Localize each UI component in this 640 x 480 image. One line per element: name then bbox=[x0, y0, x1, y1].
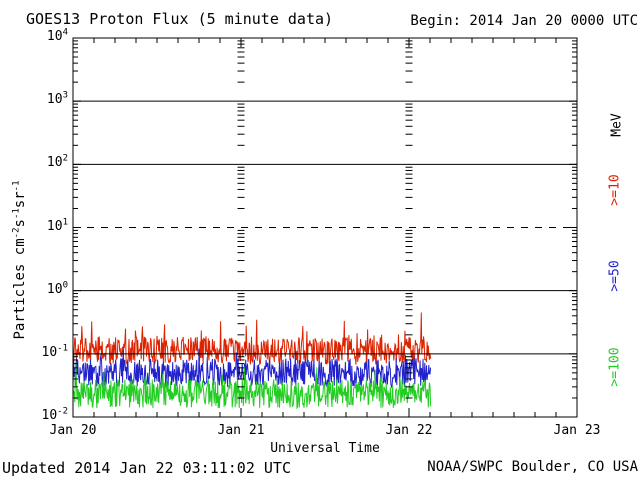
x-axis-label: Universal Time bbox=[270, 441, 380, 456]
plot-frame bbox=[72, 37, 578, 418]
grid-and-axes bbox=[73, 38, 577, 417]
x-tick-label: Jan 23 bbox=[553, 423, 601, 438]
flux-trace-gege10 bbox=[72, 312, 432, 366]
legend-entry-label: >=10 bbox=[607, 174, 623, 206]
flux-traces bbox=[72, 312, 432, 410]
y-tick-label: 10-2 bbox=[41, 406, 69, 423]
flux-trace-gege100 bbox=[72, 361, 432, 410]
y-tick-label: 100 bbox=[46, 280, 68, 297]
x-tick-label: Jan 20 bbox=[49, 423, 97, 438]
updated-timestamp: Updated 2014 Jan 22 03:11:02 UTC bbox=[2, 459, 291, 477]
source-attribution: NOAA/SWPC Boulder, CO USA bbox=[427, 459, 638, 475]
chart-title: GOES13 Proton Flux (5 minute data) bbox=[26, 10, 334, 28]
y-tick-label: 101 bbox=[46, 217, 68, 234]
y-axis-label: Particles cm-2s-1sr-1 bbox=[11, 180, 28, 340]
y-tick-label: 103 bbox=[46, 90, 68, 108]
legend-units-label: MeV bbox=[609, 113, 625, 137]
x-tick-label: Jan 21 bbox=[217, 423, 265, 438]
legend-entry-label: >=100 bbox=[607, 347, 623, 387]
y-tick-label: 10-1 bbox=[41, 343, 69, 360]
x-tick-label: Jan 22 bbox=[385, 423, 433, 438]
begin-timestamp: Begin: 2014 Jan 20 0000 UTC bbox=[410, 13, 638, 29]
y-tick-label: 104 bbox=[46, 27, 68, 44]
y-tick-label: 102 bbox=[46, 154, 68, 171]
legend-entry-label: >=50 bbox=[607, 260, 623, 292]
